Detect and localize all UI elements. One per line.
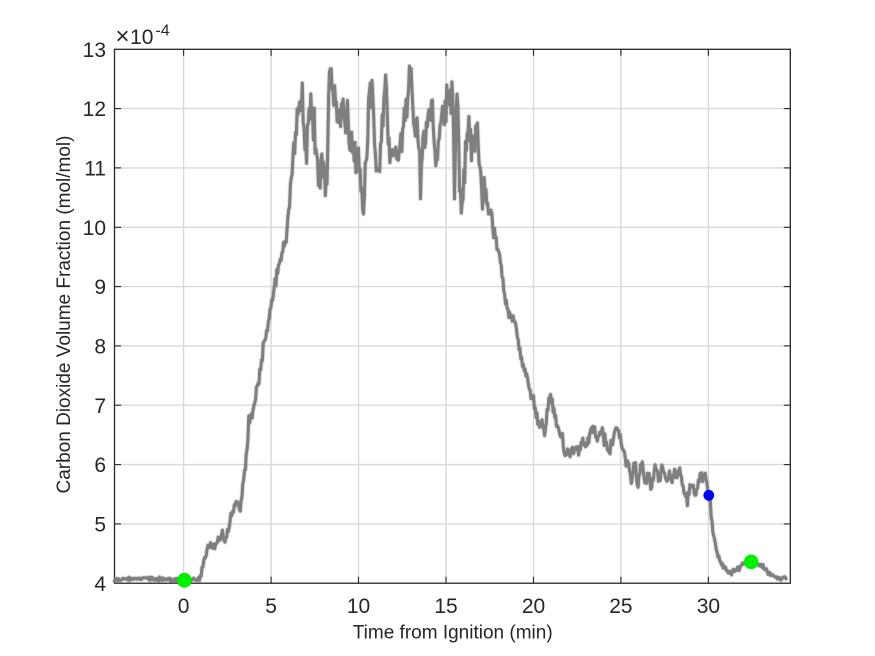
- svg-text:30: 30: [697, 595, 720, 618]
- svg-text:11: 11: [84, 158, 106, 181]
- svg-text:6: 6: [94, 454, 106, 477]
- svg-text:25: 25: [609, 595, 632, 618]
- svg-text:8: 8: [94, 336, 106, 359]
- svg-text:9: 9: [94, 276, 106, 299]
- svg-text:5: 5: [265, 595, 277, 618]
- svg-text:×10-4: ×10 -4: [116, 22, 170, 50]
- svg-text:13: 13: [83, 39, 106, 62]
- svg-text:15: 15: [434, 595, 457, 618]
- svg-text:20: 20: [522, 595, 545, 618]
- svg-text:10: 10: [347, 595, 370, 618]
- svg-text:10: 10: [83, 217, 106, 240]
- svg-text:Time from Ignition (min): Time from Ignition (min): [353, 623, 553, 644]
- svg-text:5: 5: [94, 514, 106, 537]
- svg-text:Carbon Dioxide Volume Fraction: Carbon Dioxide Volume Fraction (mol/mol): [54, 136, 75, 494]
- svg-text:0: 0: [178, 595, 190, 618]
- svg-text:4: 4: [94, 573, 106, 596]
- svg-text:12: 12: [83, 98, 106, 121]
- svg-text:7: 7: [94, 395, 106, 418]
